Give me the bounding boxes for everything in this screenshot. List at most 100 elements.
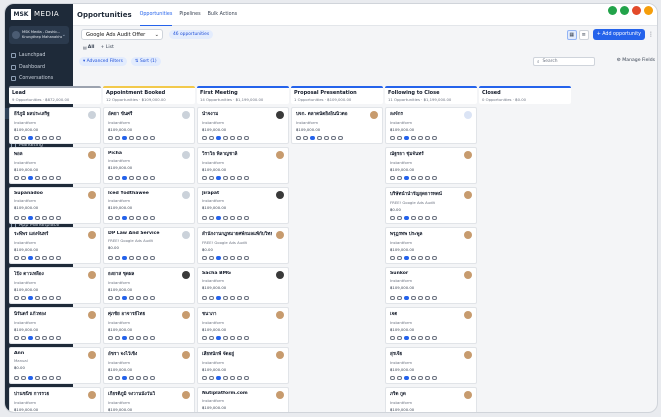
tag-icon[interactable]: [244, 255, 249, 260]
phone-icon[interactable]: [296, 135, 301, 140]
phone-icon[interactable]: [202, 295, 207, 300]
phone-icon[interactable]: [108, 175, 113, 180]
avatar[interactable]: [88, 271, 96, 279]
note-icon[interactable]: [418, 215, 423, 220]
calendar-icon[interactable]: [425, 375, 430, 380]
note-icon[interactable]: [42, 295, 47, 300]
task-icon[interactable]: [411, 375, 416, 380]
message-icon[interactable]: [209, 135, 214, 140]
task-icon[interactable]: [223, 175, 228, 180]
opportunity-card[interactable]: Supanadoo Instantform ฿109,000.00: [9, 187, 101, 224]
pipeline-select[interactable]: Google Ads Audit Offer ⌄: [81, 29, 163, 40]
message-icon[interactable]: [115, 255, 120, 260]
task-icon[interactable]: [35, 255, 40, 260]
calendar-icon[interactable]: [143, 295, 148, 300]
phone-icon[interactable]: [202, 255, 207, 260]
note-icon[interactable]: [230, 215, 235, 220]
calendar-icon[interactable]: [143, 255, 148, 260]
tag-icon[interactable]: [56, 255, 61, 260]
note-icon[interactable]: [230, 135, 235, 140]
opportunity-card[interactable]: สำนักงานกฎหมายศพ์กมลแพ้กับวิทยา... FREE! …: [197, 227, 289, 264]
avatar[interactable]: [88, 111, 96, 119]
opportunity-card[interactable]: พรุฎรทพ ประพูล Instantform ฿109,000.00: [385, 227, 477, 264]
task-icon[interactable]: [223, 375, 228, 380]
tag-icon[interactable]: [432, 175, 437, 180]
email-icon[interactable]: [216, 255, 221, 260]
note-icon[interactable]: [418, 375, 423, 380]
phone-icon[interactable]: [108, 335, 113, 340]
avatar[interactable]: [88, 151, 96, 159]
phone-icon[interactable]: [14, 255, 19, 260]
email-icon[interactable]: [310, 135, 315, 140]
phone-icon[interactable]: [14, 175, 19, 180]
note-icon[interactable]: [136, 375, 141, 380]
opportunity-card[interactable]: วิราวิธ พิลาญชาลิ Instantform ฿109,000.00: [197, 147, 289, 184]
opportunity-card[interactable]: ระพีพร แสงจันทร์ Instantform ฿109,000.00: [9, 227, 101, 264]
task-icon[interactable]: [129, 335, 134, 340]
phone-icon[interactable]: [390, 215, 395, 220]
avatar[interactable]: [276, 231, 284, 239]
message-icon[interactable]: [21, 255, 26, 260]
message-icon[interactable]: [21, 335, 26, 340]
email-icon[interactable]: [404, 215, 409, 220]
user-avatar-icon[interactable]: [644, 6, 653, 15]
calendar-icon[interactable]: [425, 215, 430, 220]
note-icon[interactable]: [418, 295, 423, 300]
opportunity-card[interactable]: พอล Instantform ฿109,000.00: [9, 147, 101, 184]
calendar-icon[interactable]: [49, 375, 54, 380]
task-icon[interactable]: [129, 255, 134, 260]
email-icon[interactable]: [404, 335, 409, 340]
phone-icon[interactable]: [202, 375, 207, 380]
email-icon[interactable]: [404, 175, 409, 180]
email-icon[interactable]: [122, 335, 127, 340]
calendar-icon[interactable]: [49, 175, 54, 180]
board-view-icon[interactable]: ▦: [566, 29, 577, 40]
opportunity-card[interactable]: บริษัทนำนำรัญยุดธารทดน์ FREE! Google Ads …: [385, 187, 477, 224]
task-icon[interactable]: [223, 335, 228, 340]
note-icon[interactable]: [136, 295, 141, 300]
note-icon[interactable]: [42, 335, 47, 340]
phone-icon[interactable]: [390, 375, 395, 380]
tab-pipelines[interactable]: Pipelines: [179, 12, 201, 17]
tag-icon[interactable]: [150, 175, 155, 180]
avatar[interactable]: [464, 311, 472, 319]
tag-icon[interactable]: [56, 175, 61, 180]
opportunity-card[interactable]: Picha Instantform ฿109,000.00: [103, 147, 195, 184]
message-icon[interactable]: [397, 295, 402, 300]
avatar[interactable]: [182, 151, 190, 159]
task-icon[interactable]: [223, 135, 228, 140]
phone-icon[interactable]: [108, 295, 113, 300]
note-icon[interactable]: [42, 255, 47, 260]
avatar[interactable]: [182, 391, 190, 399]
message-icon[interactable]: [115, 375, 120, 380]
task-icon[interactable]: [129, 135, 134, 140]
opportunity-card[interactable]: Sacha BMG Instantform ฿109,000.00: [197, 267, 289, 304]
advanced-filters-button[interactable]: ▾ Advanced Filters: [79, 57, 127, 66]
message-icon[interactable]: [209, 335, 214, 340]
task-icon[interactable]: [35, 215, 40, 220]
phone-icon[interactable]: [202, 135, 207, 140]
avatar[interactable]: [276, 151, 284, 159]
message-icon[interactable]: [397, 215, 402, 220]
email-icon[interactable]: [28, 255, 33, 260]
task-icon[interactable]: [35, 375, 40, 380]
tab-opportunities[interactable]: Opportunities: [139, 4, 173, 26]
tag-icon[interactable]: [150, 135, 155, 140]
opportunity-card[interactable]: ภริด กูด Instantform ฿109,000.00: [385, 387, 477, 412]
avatar[interactable]: [276, 111, 284, 119]
note-icon[interactable]: [230, 175, 235, 180]
avatar[interactable]: [276, 311, 284, 319]
phone-icon[interactable]: [108, 255, 113, 260]
phone-icon[interactable]: [108, 215, 113, 220]
note-icon[interactable]: [230, 375, 235, 380]
tag-icon[interactable]: [56, 135, 61, 140]
email-icon[interactable]: [28, 175, 33, 180]
task-icon[interactable]: [223, 215, 228, 220]
task-icon[interactable]: [129, 175, 134, 180]
opportunity-card[interactable]: เสียหนักฟ์ จัดอยู่ Instantform ฿109,000.00: [197, 347, 289, 384]
opportunity-card[interactable]: นิรันดร์ แก้วทอง Instantform ฿109,000.00: [9, 307, 101, 344]
opportunity-card[interactable]: อัคยา ขันศรี Instantform ฿109,000.00: [103, 107, 195, 144]
email-icon[interactable]: [216, 295, 221, 300]
avatar[interactable]: [182, 311, 190, 319]
avatar[interactable]: [464, 231, 472, 239]
